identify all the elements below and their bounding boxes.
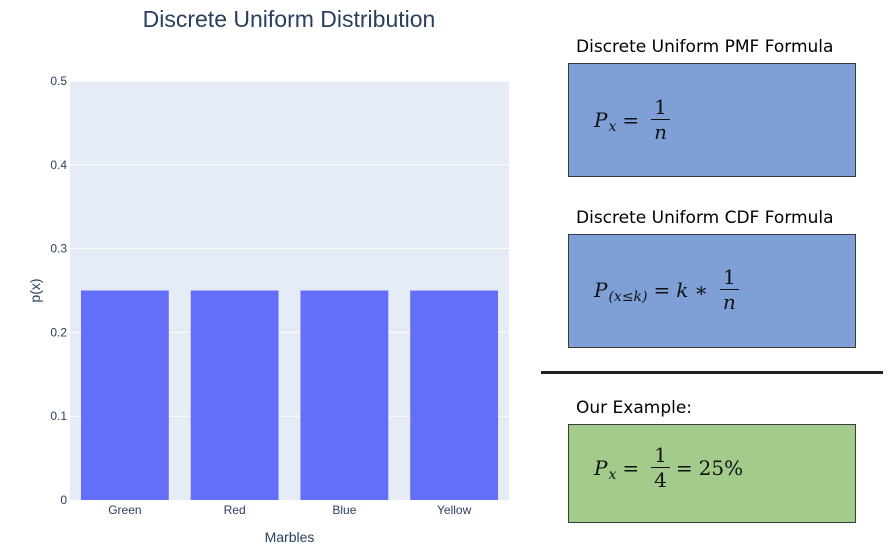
y-tick-label: 0.3 (50, 242, 67, 256)
x-tick-label: Red (224, 503, 246, 517)
cdf-formula-box (568, 234, 856, 348)
pmf-lhs-sub: x (608, 118, 617, 135)
x-axis-title: Marbles (265, 529, 315, 545)
example-equals: = (622, 455, 640, 480)
y-tick-label: 0.4 (50, 158, 67, 172)
cdf-fraction: 1 n (720, 266, 739, 313)
pmf-equals: = (622, 107, 640, 132)
example-fraction: 1 4 (651, 444, 670, 491)
y-tick-label: 0.5 (50, 74, 67, 88)
example-lhs-sub: x (608, 466, 617, 483)
y-tick-label: 0.1 (50, 409, 67, 423)
example-lhs: P (594, 455, 608, 480)
example-equals-2: = (675, 455, 693, 480)
cdf-lhs-sub: (x≤k) (608, 288, 648, 305)
x-tick-label: Green (108, 503, 141, 517)
cdf-numerator: 1 (720, 266, 739, 290)
example-result: 25% (698, 455, 744, 480)
cdf-lhs: P (594, 277, 608, 302)
bar-red (190, 290, 279, 500)
cdf-times: ∗ (694, 277, 708, 302)
cdf-k: k (676, 277, 689, 302)
pmf-lhs: P (594, 107, 608, 132)
bar-yellow (410, 290, 499, 500)
y-tick-label: 0.2 (50, 325, 67, 339)
pmf-denominator: n (654, 120, 667, 144)
cdf-equals: = (653, 277, 671, 302)
pmf-formula-box (568, 63, 856, 177)
example-formula-box (568, 424, 856, 523)
cdf-denominator: n (722, 290, 736, 314)
bar-green (80, 290, 169, 500)
pmf-numerator: 1 (651, 96, 670, 120)
section-divider (541, 371, 883, 374)
cdf-formula: P (x≤k) = k ∗ 1 n (594, 266, 745, 313)
y-tick-label: 0 (60, 493, 67, 507)
cdf-heading: Discrete Uniform CDF Formula (576, 208, 834, 228)
x-tick-label: Blue (332, 503, 356, 517)
example-denominator: 4 (654, 468, 667, 492)
example-heading: Our Example: (576, 398, 693, 418)
pmf-fraction: 1 n (651, 96, 670, 143)
chart-title: Discrete Uniform Distribution (142, 6, 436, 32)
y-axis-title: p(x) (27, 278, 43, 302)
x-tick-label: Yellow (437, 503, 472, 517)
pmf-heading: Discrete Uniform PMF Formula (576, 37, 834, 57)
bar-blue (300, 290, 389, 500)
bar-chart: 0 0.1 0.2 0.3 0.4 0.5 Green Red Blue Yellow Marble… (27, 74, 509, 545)
example-numerator: 1 (651, 444, 670, 468)
